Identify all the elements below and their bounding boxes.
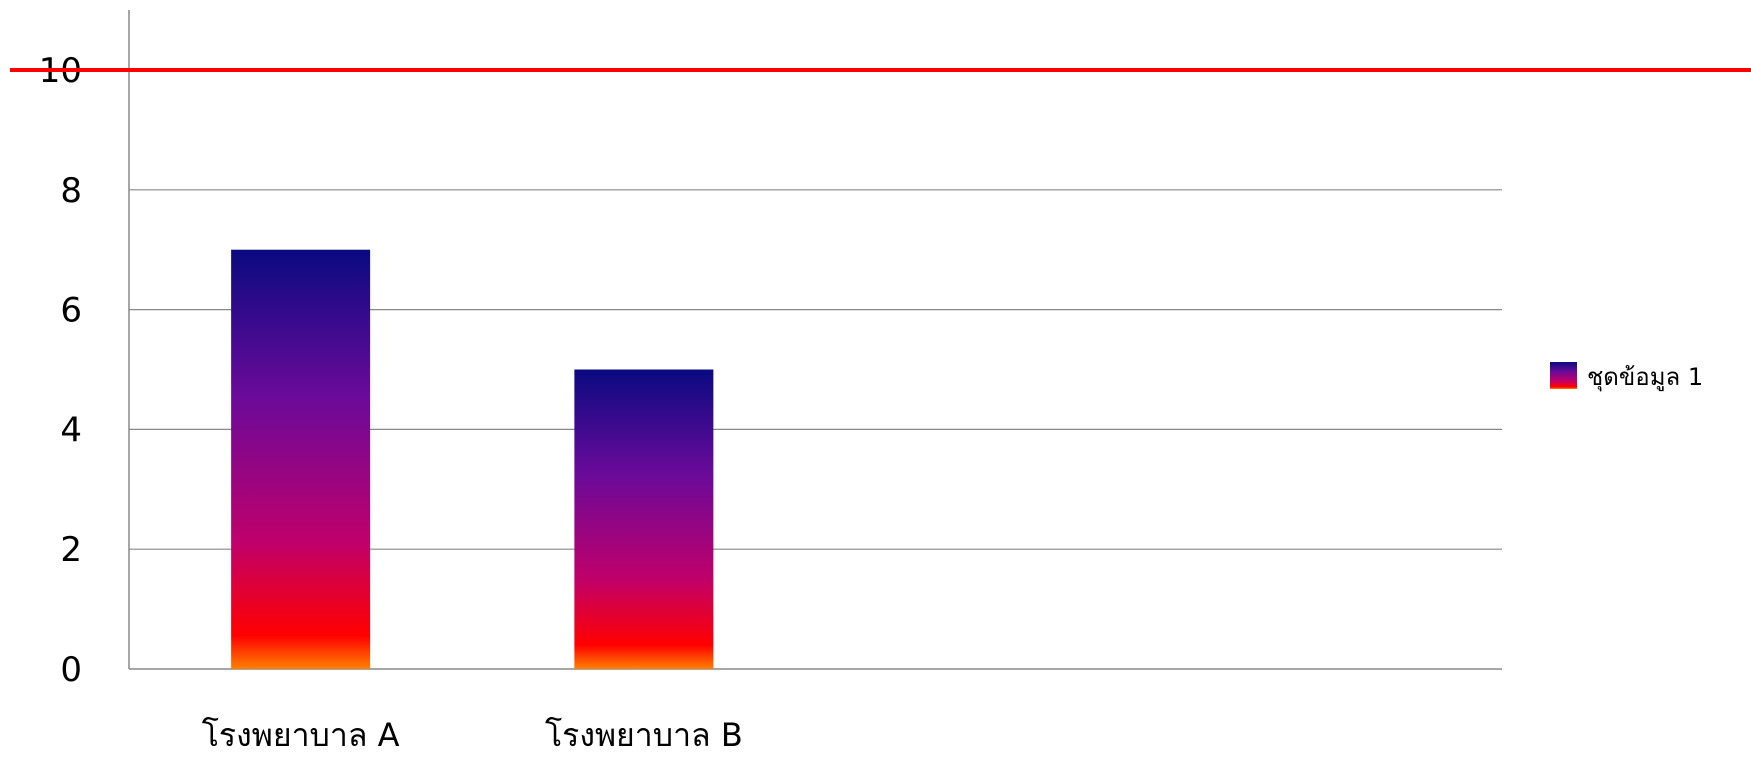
bar	[574, 369, 714, 669]
y-tick-label: 8	[60, 171, 82, 211]
x-category-label: โรงพยาบาล A	[202, 716, 400, 754]
y-tick-label: 4	[60, 410, 82, 450]
legend: ชุดข้อมูล 1	[1550, 362, 1703, 392]
bars	[231, 249, 714, 669]
legend-label: ชุดข้อมูล 1	[1587, 363, 1703, 392]
y-tick-label: 2	[60, 530, 82, 570]
x-category-label: โรงพยาบาล B	[545, 716, 743, 754]
legend-swatch	[1550, 362, 1577, 389]
bar	[231, 249, 371, 669]
y-tick-label: 6	[60, 291, 82, 331]
y-tick-label: 0	[60, 650, 82, 690]
